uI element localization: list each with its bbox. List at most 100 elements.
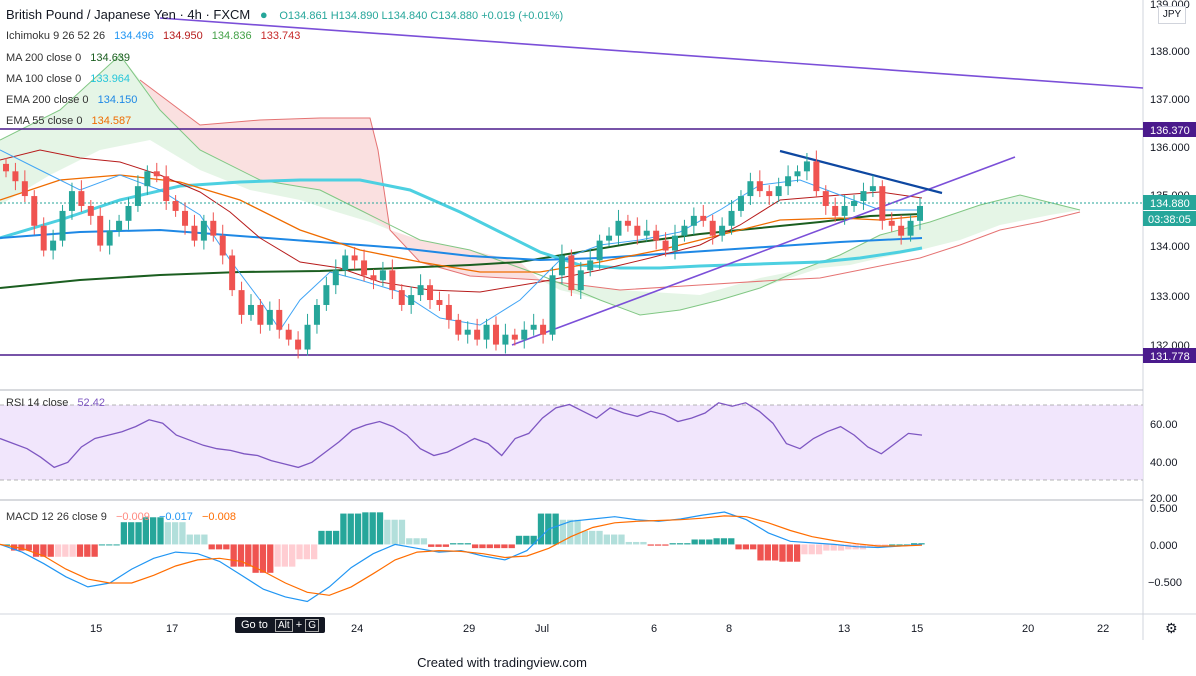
- macd-histogram-bar: [252, 544, 259, 573]
- currency-button[interactable]: JPY: [1158, 6, 1186, 24]
- macd-histogram-bar: [281, 544, 289, 567]
- macd-histogram-bar: [54, 544, 62, 557]
- macd-histogram-bar: [786, 544, 793, 562]
- macd-histogram-bar: [106, 544, 113, 546]
- macd-histogram-bar: [442, 544, 450, 547]
- time-tick: 6: [651, 623, 657, 635]
- candle-body: [719, 225, 726, 236]
- macd-legend[interactable]: MACD 12 26 close 9 −0.009 −0.017 −0.008: [6, 511, 236, 523]
- macd-tick: 0.500: [1150, 503, 1178, 515]
- candle-body: [832, 205, 839, 216]
- macd-histogram-bar: [523, 535, 530, 545]
- candle-body: [285, 329, 292, 340]
- candle-body: [549, 275, 556, 335]
- candle-body: [247, 304, 254, 315]
- candle-body: [530, 324, 537, 330]
- ohlc-values: O134.861 H134.890 L134.840 C134.880 +0.0…: [279, 10, 564, 22]
- ichimoku-legend[interactable]: Ichimoku 9 26 52 26 134.496 134.950 134.…: [6, 30, 300, 42]
- macd-histogram-bar: [537, 513, 545, 545]
- macd-histogram-bar: [632, 541, 640, 545]
- rsi-axis: 60.00 40.00 20.00: [1150, 419, 1178, 505]
- candle-body: [766, 191, 773, 197]
- long-downtrend-line: [159, 17, 1144, 89]
- macd-histogram-bar: [310, 544, 318, 560]
- price-axis[interactable]: 139.000 138.000 137.000 136.000 135.000 …: [1150, 0, 1190, 352]
- candle-body: [40, 225, 47, 251]
- rsi-legend[interactable]: RSI 14 close 52.42: [6, 397, 105, 409]
- macd-histogram-bar: [332, 530, 340, 545]
- macd-histogram-bar: [640, 541, 647, 545]
- macd-histogram-bar: [501, 544, 508, 549]
- macd-tick: 0.000: [1150, 540, 1178, 552]
- candle-body: [351, 255, 358, 261]
- tenkan-sen-line: [0, 149, 922, 331]
- current-price-label: 134.880: [1150, 198, 1190, 210]
- candle-body: [210, 220, 217, 236]
- symbol-header[interactable]: British Pound / Japanese Yen · 4h · FXCM…: [6, 7, 563, 22]
- macd-histogram-bar: [589, 530, 596, 545]
- macd-histogram-bar: [720, 538, 728, 545]
- candle-body: [888, 220, 895, 226]
- macd-histogram-bar: [18, 544, 25, 551]
- macd-histogram-bar: [450, 543, 457, 545]
- macd-histogram-bar: [406, 538, 413, 545]
- candle-body: [822, 191, 829, 206]
- macd-histogram-bar: [3, 544, 10, 546]
- indicator-value: 134.950: [162, 30, 203, 42]
- macd-histogram-bar: [171, 522, 179, 545]
- candle-body: [756, 181, 763, 192]
- ichimoku-cloud-green-right: [540, 195, 1080, 315]
- candle-body: [238, 290, 245, 315]
- macd-histogram-bar: [706, 539, 713, 545]
- ema-55-line: [0, 174, 923, 273]
- tradingview-credit: Created with tradingview.com: [417, 655, 587, 670]
- ma200-legend[interactable]: MA 200 close 0 134.639: [6, 52, 130, 64]
- goto-label: Go to: [241, 619, 268, 631]
- price-tick: 138.000: [1150, 46, 1190, 58]
- rsi-tick: 60.00: [1150, 419, 1178, 431]
- indicator-value: 134.496: [114, 30, 154, 42]
- indicator-label: Ichimoku 9 26 52 26: [6, 30, 106, 42]
- ma100-legend[interactable]: MA 100 close 0 133.964: [6, 73, 130, 85]
- macd-axis: 0.500 0.000 −0.500: [1148, 503, 1182, 589]
- goto-button[interactable]: Go to Alt + G: [235, 617, 325, 633]
- ema55-legend[interactable]: EMA 55 close 0 134.587: [6, 115, 131, 127]
- macd-histogram-bar: [384, 519, 391, 545]
- candle-body: [379, 270, 386, 281]
- macd-histogram-bar: [698, 539, 706, 545]
- candle-body: [907, 220, 914, 236]
- candle-body: [634, 225, 641, 236]
- candle-body: [898, 225, 905, 236]
- price-tick: 139.000: [1150, 0, 1190, 11]
- symbol-title[interactable]: British Pound / Japanese Yen · 4h · FXCM: [6, 7, 251, 22]
- candle-body: [521, 329, 528, 340]
- macd-histogram-bar: [142, 517, 150, 545]
- macd-histogram-bar: [289, 544, 296, 567]
- settings-gear-icon[interactable]: ⚙: [1165, 620, 1178, 636]
- price-tick: 137.000: [1150, 94, 1190, 106]
- macd-histogram-bar: [654, 544, 662, 546]
- macd-histogram-bar: [69, 544, 76, 557]
- macd-histogram-bar: [493, 544, 501, 549]
- candle-body: [869, 186, 876, 192]
- macd-histogram-bar: [32, 544, 40, 557]
- candle-body: [31, 196, 38, 226]
- resistance-price-label: 136.370: [1150, 125, 1190, 137]
- macd-histogram-bar: [603, 534, 611, 545]
- candle-body: [398, 290, 405, 305]
- ema200-legend[interactable]: EMA 200 close 0 134.150: [6, 94, 137, 106]
- rsi-tick: 40.00: [1150, 457, 1178, 469]
- candle-body: [313, 304, 320, 325]
- candle-body: [266, 309, 273, 325]
- macd-histogram-bar: [237, 544, 245, 567]
- time-tick: 29: [463, 623, 475, 635]
- macd-histogram-bar: [815, 544, 823, 555]
- macd-histogram-bar: [530, 535, 537, 545]
- indicator-label: EMA 55 close 0: [6, 115, 83, 127]
- time-axis[interactable]: 15 17 24 29 Jul 6 8 13 15 20 22: [90, 623, 1109, 635]
- macd-histogram-bar: [347, 513, 354, 545]
- macd-histogram-bar: [750, 544, 757, 550]
- ichimoku-cloud-green: [0, 55, 390, 230]
- candle-body: [125, 205, 132, 221]
